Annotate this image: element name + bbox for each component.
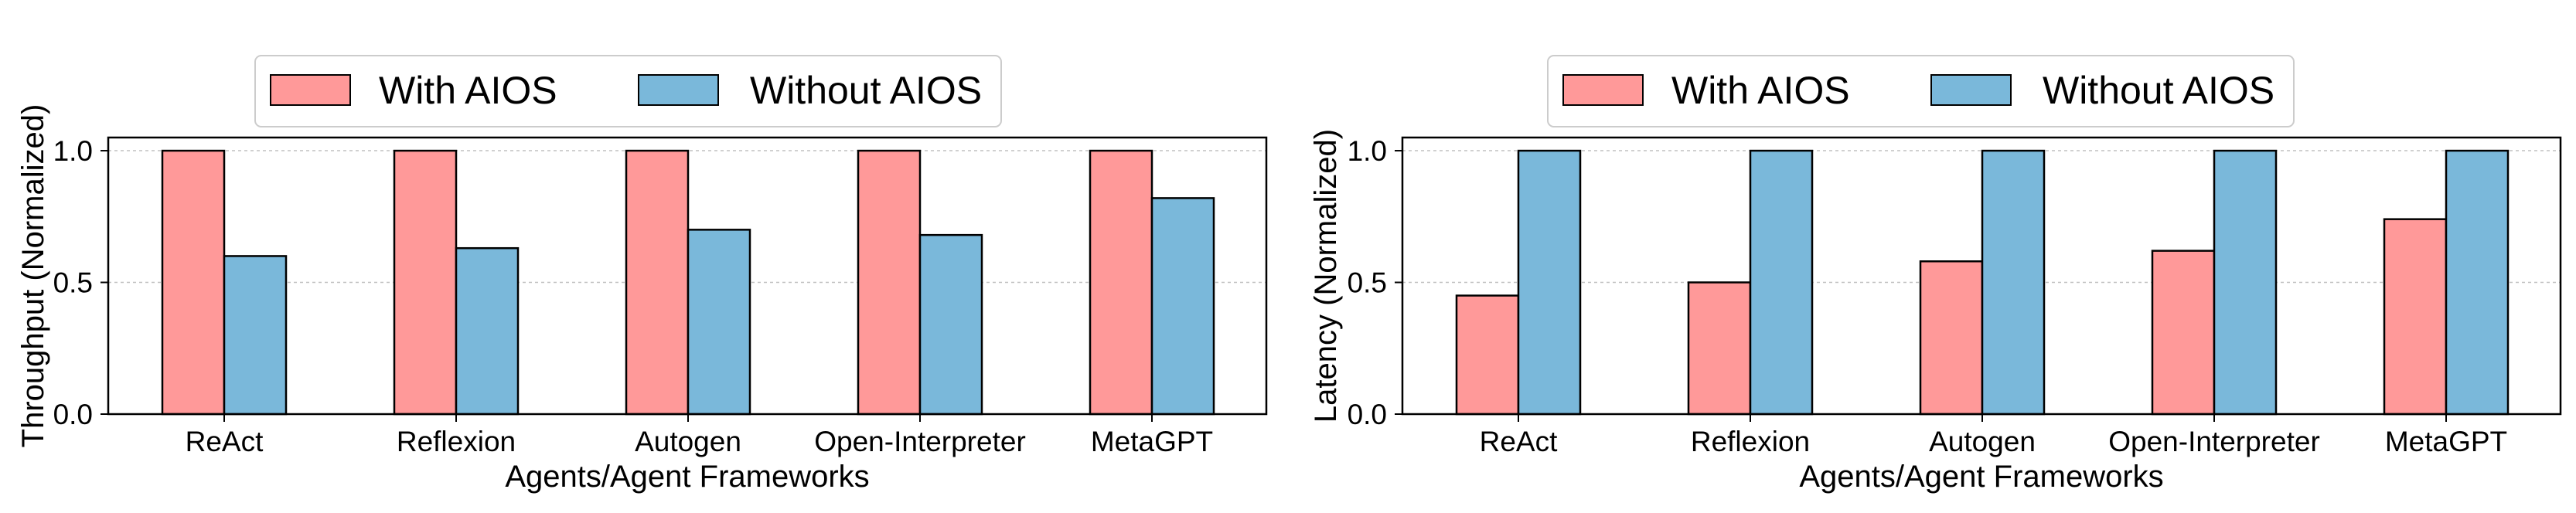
legend-swatch-without-aios [1930,74,2012,106]
gridlines [108,150,1266,284]
bar-with-aios [1089,149,1153,416]
bar-with-aios [1687,281,1752,416]
x-tick-label: Reflexion [1691,426,1810,457]
x-axis-label: Agents/Agent Frameworks [505,460,869,494]
x-tick-label: Open-Interpreter [2108,426,2320,457]
y-axis: 0.0 0.5 1.0 [1348,135,1402,430]
gridlines [1402,150,2561,284]
bar-with-aios [1455,294,1520,416]
bar-with-aios [625,149,690,416]
bar-without-aios [2445,149,2510,416]
legend-label-with-aios: With AIOS [379,69,557,112]
x-tick-label: Autogen [635,426,741,457]
x-axis: ReAct Reflexion Autogen Open-Interpreter… [186,414,1213,457]
y-axis: 0.0 0.5 1.0 [53,135,108,430]
y-tick-label: 1.0 [1348,135,1387,167]
x-tick-label: Open-Interpreter [814,426,1026,457]
bar-without-aios [1150,197,1215,416]
bar-without-aios [1981,149,2046,416]
y-axis-label: Latency (Normalized) [1309,129,1343,423]
bar-with-aios [1919,260,1984,416]
bar-without-aios [1749,149,1814,416]
latency-chart: 0.0 0.5 1.0 ReAct Reflexion Autogen Open… [1309,55,2562,494]
y-tick-label: 0.0 [53,399,93,430]
y-tick-label: 0.5 [1348,267,1387,299]
bar-with-aios [393,149,458,416]
legend-swatch-with-aios [1562,74,1644,106]
x-axis: ReAct Reflexion Autogen Open-Interpreter… [1480,414,2507,457]
legend-label-without-aios: Without AIOS [2043,69,2274,112]
bar-without-aios [687,229,751,416]
y-tick-label: 0.5 [53,267,93,299]
bar-with-aios [857,149,922,416]
bar-without-aios [455,246,520,416]
legend[interactable]: With AIOS Without AIOS [254,55,1002,127]
y-axis-label: Throughput (Normalized) [16,104,50,448]
legend-frame [254,55,1002,127]
bars [1455,149,2510,416]
bar-without-aios [1517,149,1582,416]
bar-without-aios [223,255,288,416]
x-tick-label: ReAct [186,426,264,457]
bar-without-aios [918,233,983,416]
x-tick-label: ReAct [1480,426,1558,457]
x-tick-label: MetaGPT [1091,426,1213,457]
legend-label-without-aios: Without AIOS [750,69,982,112]
throughput-chart: 0.0 0.5 1.0 ReAct Reflexion Autogen Open… [16,55,1268,494]
y-tick-label: 0.0 [1348,399,1387,430]
legend-label-with-aios: With AIOS [1671,69,1850,112]
x-tick-label: MetaGPT [2385,426,2507,457]
x-axis-label: Agents/Agent Frameworks [1799,460,2163,494]
legend-frame [1547,55,2295,127]
legend-swatch-without-aios [638,74,719,106]
legend[interactable]: With AIOS Without AIOS [1547,55,2295,127]
bar-with-aios [161,149,226,416]
bar-with-aios [2383,218,2448,416]
bar-with-aios [2151,250,2216,416]
x-tick-label: Reflexion [397,426,516,457]
y-tick-label: 1.0 [53,135,93,167]
x-tick-label: Autogen [1929,426,2036,457]
bar-without-aios [2213,149,2278,416]
legend-swatch-with-aios [270,74,351,106]
